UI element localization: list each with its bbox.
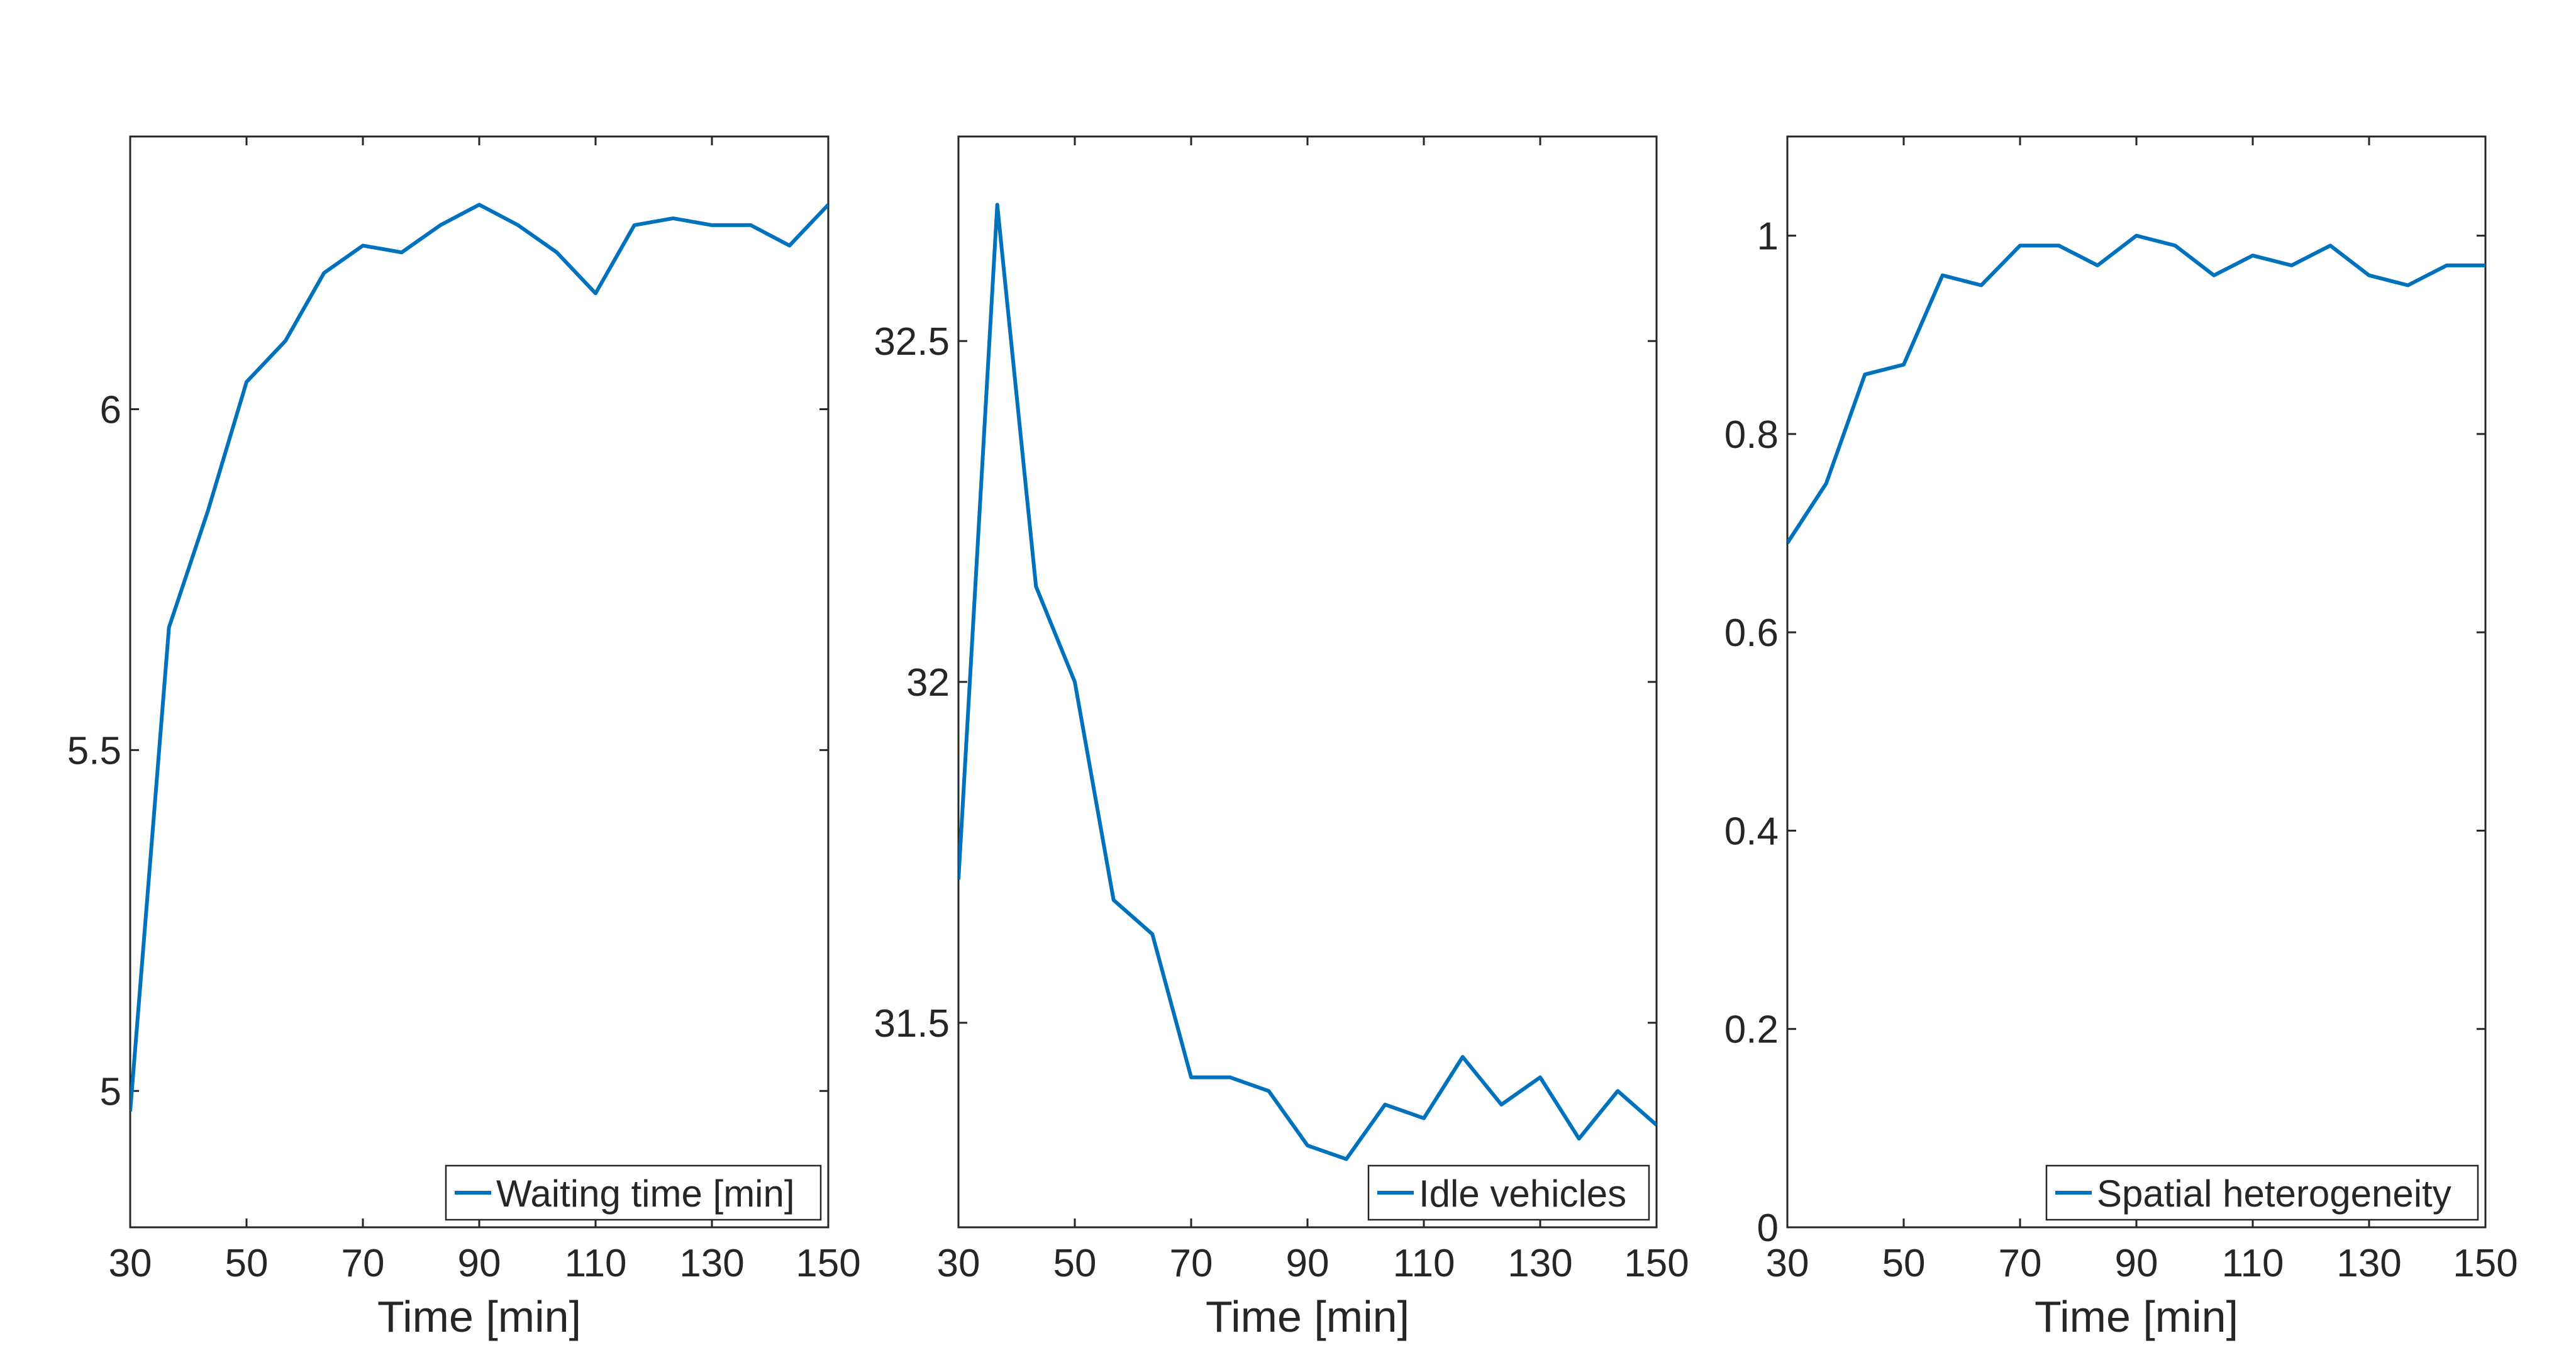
x-axis-label: Time [min] [1206,1292,1409,1341]
x-axis-label: Time [min] [2035,1292,2238,1341]
y-tick-label: 0.6 [1724,611,1779,655]
x-tick-label: 50 [225,1242,269,1285]
y-tick-label: 5.5 [67,729,121,772]
chart-panel-3: 30 50 70 90 110 130 150 0 0.2 0.4 0.6 0.8 1 Time [min… [1724,135,2518,1341]
plot-area [129,135,830,1229]
legend-box [2045,1164,2479,1221]
legend: Idle vehicles [1367,1164,1650,1221]
x-tick-label: 70 [1170,1242,1213,1285]
plot-area [957,135,1658,1229]
legend: Waiting time [min] [445,1164,822,1221]
x-tick-label: 30 [1766,1242,1809,1285]
x-tick-label: 30 [937,1242,980,1285]
x-tick-label: 90 [2115,1242,2158,1285]
plot-area [1786,135,2487,1229]
y-axis-ticks: 0 0.2 0.4 0.6 0.8 1 [1724,215,2485,1250]
x-tick-label: 50 [1882,1242,1926,1285]
x-tick-label: 150 [796,1242,860,1285]
x-tick-label: 50 [1053,1242,1097,1285]
y-axis-ticks: 31.5 32 32.5 [874,320,1657,1046]
y-tick-label: 0 [1757,1207,1779,1250]
y-tick-label: 32 [906,661,950,705]
x-tick-label: 110 [1393,1242,1455,1285]
y-tick-label: 0.2 [1724,1008,1779,1052]
legend-label: Spatial heterogeneity [2097,1173,2451,1215]
legend-label: Idle vehicles [1419,1173,1626,1215]
y-tick-label: 1 [1757,215,1779,259]
y-tick-label: 31.5 [874,1002,950,1046]
series-line [958,203,1657,1161]
x-axis-ticks: 30 50 70 90 110 130 150 [937,137,1689,1285]
x-tick-label: 30 [109,1242,152,1285]
y-tick-label: 6 [100,389,121,432]
y-tick-label: 0.8 [1724,413,1779,457]
x-tick-label: 70 [341,1242,385,1285]
series-line [1787,233,2485,544]
x-tick-label: 150 [2453,1242,2518,1285]
x-tick-label: 130 [2336,1242,2401,1285]
x-tick-label: 150 [1624,1242,1689,1285]
legend: Spatial heterogeneity [2045,1164,2479,1221]
x-axis-ticks: 30 50 70 90 110 130 150 [1766,137,2518,1285]
x-axis-label: Time [min] [377,1292,581,1341]
legend-box [1367,1164,1650,1221]
y-axis-ticks: 55.56 [67,389,828,1113]
y-tick-label: 0.4 [1724,810,1779,853]
x-tick-label: 110 [2222,1242,2284,1285]
y-tick-label: 5 [100,1070,121,1113]
x-tick-label: 90 [458,1242,501,1285]
chart-panel-2: 30 50 70 90 110 130 150 31.5 32 32.5 Time [min] Idl… [874,135,1689,1341]
x-tick-label: 110 [565,1242,627,1285]
legend-label: Waiting time [min] [496,1173,795,1215]
x-tick-label: 130 [1507,1242,1572,1285]
x-axis-ticks: 30 50 70 90 110 130 150 [109,137,861,1285]
series-line [130,203,828,1112]
y-tick-label: 32.5 [874,320,950,364]
x-tick-label: 130 [679,1242,744,1285]
legend-box [445,1164,822,1221]
x-tick-label: 90 [1286,1242,1330,1285]
x-tick-label: 70 [1999,1242,2042,1285]
